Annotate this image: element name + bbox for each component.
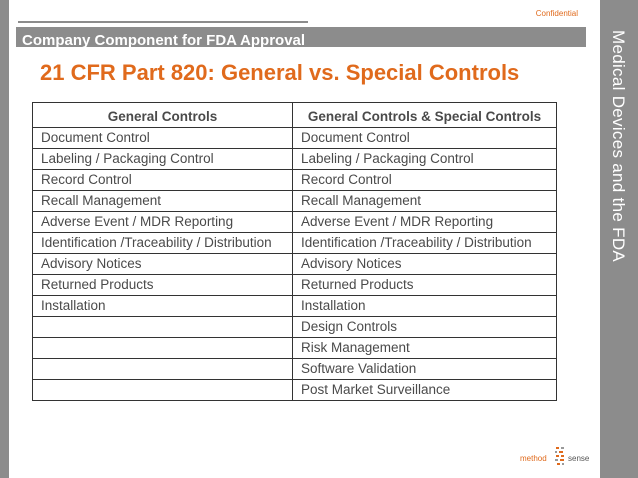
- general-cell: [32, 379, 293, 401]
- general-cell: Adverse Event / MDR Reporting: [32, 211, 293, 233]
- table-row: Post Market Surveillance: [32, 379, 557, 401]
- header-general-controls: General Controls: [32, 102, 293, 128]
- special-cell: Adverse Event / MDR Reporting: [292, 211, 557, 233]
- special-cell: Labeling / Packaging Control: [292, 148, 557, 170]
- table-row: Returned Products Returned Products: [32, 274, 557, 296]
- side-title-bar: Medical Devices and the FDA: [600, 0, 638, 478]
- special-cell: Record Control: [292, 169, 557, 191]
- table-row: Recall Management Recall Management: [32, 190, 557, 212]
- general-cell: Recall Management: [32, 190, 293, 212]
- general-cell: Document Control: [32, 127, 293, 149]
- special-cell: Risk Management: [292, 337, 557, 359]
- general-cell: Record Control: [32, 169, 293, 191]
- section-header-bar: Company Component for FDA Approval: [16, 27, 586, 47]
- table-row: Design Controls: [32, 316, 557, 338]
- logo-text-method: method: [520, 454, 547, 463]
- section-title: Company Component for FDA Approval: [22, 32, 306, 47]
- special-cell: Post Market Surveillance: [292, 379, 557, 401]
- table-row: Record Control Record Control: [32, 169, 557, 191]
- header-general-special-controls: General Controls & Special Controls: [292, 102, 557, 128]
- special-cell: Installation: [292, 295, 557, 317]
- general-cell: [32, 358, 293, 380]
- logo-text-sense: sense: [568, 454, 590, 463]
- table-row: Document Control Document Control: [32, 127, 557, 149]
- general-cell: Labeling / Packaging Control: [32, 148, 293, 170]
- side-title: Medical Devices and the FDA: [609, 30, 628, 263]
- controls-table: General Controls General Controls & Spec…: [32, 102, 557, 401]
- confidential-label: Confidential: [535, 9, 578, 18]
- table-row: Risk Management: [32, 337, 557, 359]
- slide-title: 21 CFR Part 820: General vs. Special Con…: [40, 60, 520, 85]
- general-cell: Returned Products: [32, 274, 293, 296]
- special-cell: Identification /Traceability / Distribut…: [292, 232, 557, 254]
- special-cell: Returned Products: [292, 274, 557, 296]
- table-header-row: General Controls General Controls & Spec…: [32, 102, 557, 128]
- special-cell: Advisory Notices: [292, 253, 557, 275]
- general-cell: Installation: [32, 295, 293, 317]
- special-cell: Design Controls: [292, 316, 557, 338]
- general-cell: Advisory Notices: [32, 253, 293, 275]
- company-logo: method sense: [520, 446, 592, 468]
- general-cell: [32, 337, 293, 359]
- table-row: Labeling / Packaging Control Labeling / P…: [32, 148, 557, 170]
- left-edge-strip: [0, 0, 9, 478]
- table-body: Document Control Document Control Labelin…: [32, 127, 557, 401]
- special-cell: Software Validation: [292, 358, 557, 380]
- table-row: Identification /Traceability / Distribut…: [32, 232, 557, 254]
- table-row: Adverse Event / MDR Reporting Adverse Eve…: [32, 211, 557, 233]
- table-row: Advisory Notices Advisory Notices: [32, 253, 557, 275]
- general-cell: [32, 316, 293, 338]
- special-cell: Recall Management: [292, 190, 557, 212]
- general-cell: Identification /Traceability / Distribut…: [32, 232, 293, 254]
- top-divider: [18, 21, 308, 23]
- table-row: Installation Installation: [32, 295, 557, 317]
- table-row: Software Validation: [32, 358, 557, 380]
- logo-mark-icon: [555, 447, 564, 465]
- special-cell: Document Control: [292, 127, 557, 149]
